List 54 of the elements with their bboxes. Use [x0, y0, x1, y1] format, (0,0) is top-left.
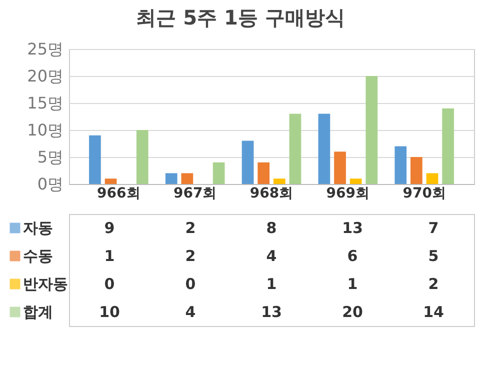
data-label: 7: [428, 219, 439, 237]
bar: [242, 140, 254, 184]
bar: [104, 178, 117, 184]
data-label: 0: [185, 275, 196, 293]
x-tick-label: 969회: [326, 186, 370, 202]
bar: [212, 162, 225, 184]
data-label: 20: [342, 303, 363, 321]
bar: [136, 130, 148, 184]
bar: [394, 146, 407, 184]
data-label: 13: [342, 219, 363, 237]
data-label: 0: [104, 275, 115, 293]
y-tick-label: 25명: [27, 40, 64, 58]
data-label: 4: [185, 303, 196, 321]
legend-label: 수동: [23, 247, 53, 265]
bar: [89, 135, 101, 184]
bar: [273, 178, 286, 184]
legend-label: 자동: [23, 219, 53, 237]
bar: [258, 162, 270, 184]
y-tick-label: 20명: [27, 66, 64, 86]
bar: [318, 114, 330, 184]
data-label: 1: [104, 247, 115, 265]
bar: [289, 114, 302, 184]
data-label: 4: [266, 247, 277, 265]
bar: [442, 108, 454, 184]
y-tick-label: 15명: [27, 94, 64, 112]
data-label: 9: [104, 219, 115, 237]
data-label: 10: [99, 303, 120, 321]
data-label: 2: [428, 275, 439, 293]
bar: [366, 76, 378, 184]
bar: [350, 178, 362, 184]
data-label: 5: [428, 247, 439, 265]
x-tick-label: 970회: [402, 186, 446, 202]
legend-label: 반자동: [23, 275, 68, 293]
bar: [410, 157, 422, 184]
data-label: 2: [185, 219, 196, 237]
bar: [181, 173, 194, 184]
y-tick-label: 5명: [37, 148, 64, 166]
bar: [165, 173, 178, 184]
data-label: 13: [261, 303, 282, 321]
y-tick-label: 0명: [37, 174, 64, 194]
x-tick-label: 967회: [173, 186, 217, 202]
chart-title: 최근 5주 1등 구매방식: [136, 6, 345, 30]
y-tick-label: 10명: [27, 120, 64, 140]
x-tick-label: 968회: [250, 186, 294, 202]
bar: [426, 173, 438, 184]
x-tick-label: 966회: [97, 186, 140, 202]
data-label: 8: [266, 219, 277, 237]
data-label: 1: [347, 275, 358, 293]
data-label: 2: [185, 247, 196, 265]
bar: [334, 152, 346, 184]
data-label: 14: [423, 303, 444, 321]
legend-label: 합계: [23, 303, 53, 321]
data-label: 6: [347, 247, 358, 265]
data-label: 1: [266, 275, 277, 293]
